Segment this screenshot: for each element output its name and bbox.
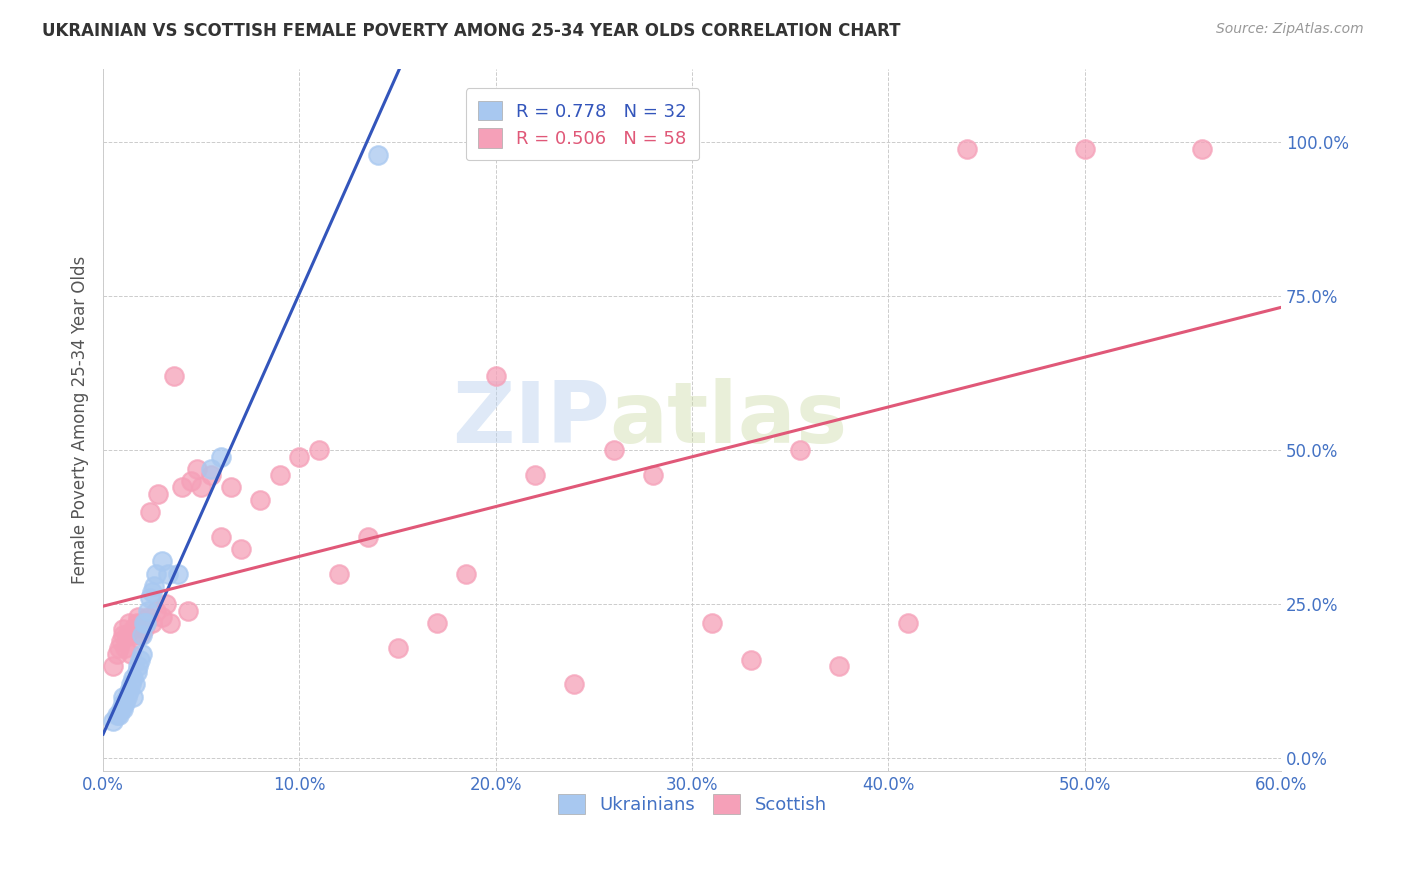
Point bbox=[110, 702, 132, 716]
Point bbox=[150, 554, 173, 568]
Point bbox=[387, 640, 409, 655]
Point bbox=[145, 603, 167, 617]
Point bbox=[186, 462, 208, 476]
Point bbox=[456, 566, 478, 581]
Point bbox=[602, 443, 624, 458]
Point bbox=[740, 653, 762, 667]
Point bbox=[108, 708, 131, 723]
Legend: Ukrainians, Scottish: Ukrainians, Scottish bbox=[547, 783, 838, 825]
Point bbox=[200, 468, 222, 483]
Point bbox=[143, 579, 166, 593]
Point bbox=[789, 443, 811, 458]
Y-axis label: Female Poverty Among 25-34 Year Olds: Female Poverty Among 25-34 Year Olds bbox=[72, 255, 89, 583]
Text: ZIP: ZIP bbox=[451, 378, 610, 461]
Point bbox=[135, 615, 157, 630]
Point bbox=[163, 369, 186, 384]
Point bbox=[129, 628, 152, 642]
Point bbox=[828, 659, 851, 673]
Point bbox=[111, 696, 134, 710]
Point bbox=[249, 492, 271, 507]
Point bbox=[136, 609, 159, 624]
Point bbox=[190, 480, 212, 494]
Point bbox=[127, 659, 149, 673]
Point bbox=[219, 480, 242, 494]
Point bbox=[105, 647, 128, 661]
Point bbox=[117, 615, 139, 630]
Point bbox=[115, 628, 138, 642]
Point bbox=[139, 591, 162, 606]
Point bbox=[121, 690, 143, 704]
Point bbox=[111, 622, 134, 636]
Point bbox=[121, 671, 143, 685]
Point bbox=[308, 443, 330, 458]
Text: atlas: atlas bbox=[610, 378, 848, 461]
Point bbox=[288, 450, 311, 464]
Point bbox=[105, 708, 128, 723]
Point bbox=[135, 615, 157, 630]
Point bbox=[956, 142, 979, 156]
Point bbox=[131, 647, 153, 661]
Point bbox=[562, 677, 585, 691]
Point bbox=[146, 486, 169, 500]
Point bbox=[136, 603, 159, 617]
Point bbox=[155, 598, 177, 612]
Point bbox=[114, 640, 136, 655]
Point bbox=[131, 628, 153, 642]
Point bbox=[124, 628, 146, 642]
Point bbox=[117, 683, 139, 698]
Point bbox=[131, 615, 153, 630]
Point bbox=[120, 677, 142, 691]
Point bbox=[120, 647, 142, 661]
Point bbox=[110, 634, 132, 648]
Point bbox=[129, 653, 152, 667]
Point bbox=[166, 566, 188, 581]
Point bbox=[328, 566, 350, 581]
Point bbox=[125, 615, 148, 630]
Point bbox=[134, 622, 156, 636]
Point bbox=[524, 468, 547, 483]
Point bbox=[139, 505, 162, 519]
Point bbox=[141, 585, 163, 599]
Point bbox=[641, 468, 664, 483]
Point bbox=[114, 696, 136, 710]
Point bbox=[209, 530, 232, 544]
Point bbox=[125, 665, 148, 680]
Point bbox=[134, 615, 156, 630]
Point bbox=[200, 462, 222, 476]
Point bbox=[124, 677, 146, 691]
Point bbox=[121, 622, 143, 636]
Text: UKRAINIAN VS SCOTTISH FEMALE POVERTY AMONG 25-34 YEAR OLDS CORRELATION CHART: UKRAINIAN VS SCOTTISH FEMALE POVERTY AMO… bbox=[42, 22, 901, 40]
Point bbox=[1191, 142, 1213, 156]
Point bbox=[367, 147, 389, 161]
Point bbox=[127, 609, 149, 624]
Point bbox=[176, 603, 198, 617]
Point bbox=[700, 615, 723, 630]
Point bbox=[101, 659, 124, 673]
Point bbox=[108, 640, 131, 655]
Point bbox=[150, 609, 173, 624]
Point bbox=[229, 541, 252, 556]
Point bbox=[897, 615, 920, 630]
Text: Source: ZipAtlas.com: Source: ZipAtlas.com bbox=[1216, 22, 1364, 37]
Point bbox=[156, 566, 179, 581]
Point bbox=[485, 369, 508, 384]
Point bbox=[159, 615, 181, 630]
Point bbox=[357, 530, 380, 544]
Point bbox=[111, 628, 134, 642]
Point bbox=[170, 480, 193, 494]
Point bbox=[141, 615, 163, 630]
Point bbox=[269, 468, 291, 483]
Point bbox=[426, 615, 449, 630]
Point bbox=[111, 690, 134, 704]
Point bbox=[209, 450, 232, 464]
Point bbox=[111, 702, 134, 716]
Point bbox=[101, 714, 124, 729]
Point bbox=[115, 690, 138, 704]
Point bbox=[145, 566, 167, 581]
Point bbox=[180, 474, 202, 488]
Point bbox=[1073, 142, 1095, 156]
